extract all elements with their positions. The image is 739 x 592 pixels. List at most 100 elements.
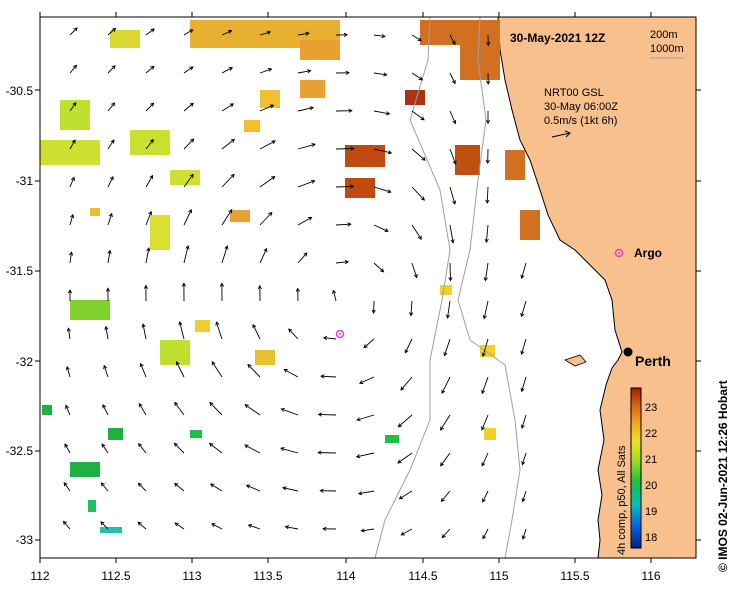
contour-1000m xyxy=(374,17,451,558)
current-vector xyxy=(521,300,527,317)
current-vector xyxy=(335,223,351,226)
current-vector xyxy=(211,361,223,378)
colorbar-tick: 19 xyxy=(645,506,657,518)
current-vector-head xyxy=(175,361,180,366)
current-vector-head xyxy=(188,208,192,214)
current-vector xyxy=(69,139,76,150)
current-vector-head xyxy=(174,522,179,527)
current-vector-head xyxy=(520,387,525,393)
current-vector-head xyxy=(105,287,110,292)
current-vector-head xyxy=(387,150,393,155)
current-vector-head xyxy=(381,33,386,39)
current-vector-head xyxy=(481,462,486,467)
current-vector-head xyxy=(443,352,448,357)
current-legend-scale: 0.5m/s (1kt 6h) xyxy=(544,115,617,127)
current-vector xyxy=(248,524,261,530)
current-vector xyxy=(444,338,451,356)
current-vector-head xyxy=(280,447,285,452)
current-vector xyxy=(521,452,527,465)
current-vector xyxy=(211,523,223,530)
current-vector-head xyxy=(322,335,328,341)
argo-label: Argo xyxy=(634,246,662,260)
current-vector xyxy=(482,528,489,539)
current-vector xyxy=(411,110,425,121)
current-vector xyxy=(145,102,154,112)
colorbar-tick: 20 xyxy=(645,480,657,492)
current-vector xyxy=(259,140,276,150)
current-vector-head xyxy=(71,139,76,144)
current-vector-head xyxy=(69,251,74,256)
current-vector xyxy=(318,452,337,454)
current-vector xyxy=(321,375,337,378)
current-vector xyxy=(215,321,223,340)
current-vector-head xyxy=(209,401,214,407)
current-vector xyxy=(449,262,451,281)
current-vector xyxy=(221,245,228,264)
current-vector-head xyxy=(385,111,391,116)
x-tick-label: 114.5 xyxy=(408,569,437,583)
current-vector-head xyxy=(400,386,405,391)
current-vector xyxy=(449,186,456,205)
current-vector xyxy=(103,365,109,378)
current-vector xyxy=(411,224,422,240)
current-vector xyxy=(259,104,274,112)
current-vector xyxy=(140,363,147,378)
current-vector xyxy=(183,138,194,150)
current-vector xyxy=(107,65,116,74)
current-vector-head xyxy=(181,282,186,287)
current-vector xyxy=(481,414,489,430)
current-vector-head xyxy=(322,526,327,531)
current-vector xyxy=(63,482,71,492)
map-title: 30-May-2021 12Z xyxy=(510,31,605,45)
current-vector-head xyxy=(486,119,491,125)
current-vector-head xyxy=(111,65,116,70)
x-axis-labels: 112 112.5 113 113.5 114 114.5 115 115.5 … xyxy=(30,569,660,583)
current-vector-head xyxy=(150,65,155,70)
current-vector-head xyxy=(102,404,107,409)
current-vector xyxy=(102,404,109,416)
current-vector-head xyxy=(380,268,385,273)
x-tick-label: 114 xyxy=(336,569,355,583)
current-vector xyxy=(183,66,194,74)
current-vector-head xyxy=(445,314,450,319)
current-vector xyxy=(247,364,261,378)
current-vector-head xyxy=(420,196,425,201)
current-vector xyxy=(373,186,391,193)
current-vector-head xyxy=(100,482,105,487)
current-vector xyxy=(67,328,71,340)
current-vector-head xyxy=(345,70,350,75)
current-vector-head xyxy=(295,287,300,292)
current-vector xyxy=(280,447,299,454)
current-vector-head xyxy=(343,32,349,37)
current-vector-head xyxy=(210,483,215,488)
current-vector-head xyxy=(520,312,525,318)
current-vector xyxy=(174,522,185,530)
current-vector xyxy=(411,148,426,161)
current-vector xyxy=(107,250,111,264)
current-vector-head xyxy=(283,369,288,373)
current-vector-head xyxy=(398,495,404,500)
current-vector xyxy=(297,70,311,74)
current-vector-head xyxy=(141,323,146,328)
x-tick-label: 112 xyxy=(30,569,49,583)
current-vector xyxy=(411,34,422,41)
current-vector-head xyxy=(311,179,316,184)
current-vector-head xyxy=(307,69,312,74)
x-tick-label: 116 xyxy=(641,569,660,583)
current-vector xyxy=(66,366,71,378)
current-vector xyxy=(69,177,75,188)
current-vector xyxy=(63,521,71,530)
current-vector xyxy=(440,414,451,431)
current-vector-head xyxy=(305,31,310,36)
current-vector-head xyxy=(482,498,486,503)
current-vector-head xyxy=(521,535,526,540)
current-vector xyxy=(221,174,235,188)
current-vector-head xyxy=(356,417,361,422)
current-vector-head xyxy=(282,486,287,491)
current-vector-head xyxy=(482,535,487,540)
current-vector xyxy=(449,34,456,45)
current-vector xyxy=(210,483,223,492)
current-vector-head xyxy=(440,426,444,431)
current-vector xyxy=(359,376,375,384)
current-vector xyxy=(145,211,152,226)
